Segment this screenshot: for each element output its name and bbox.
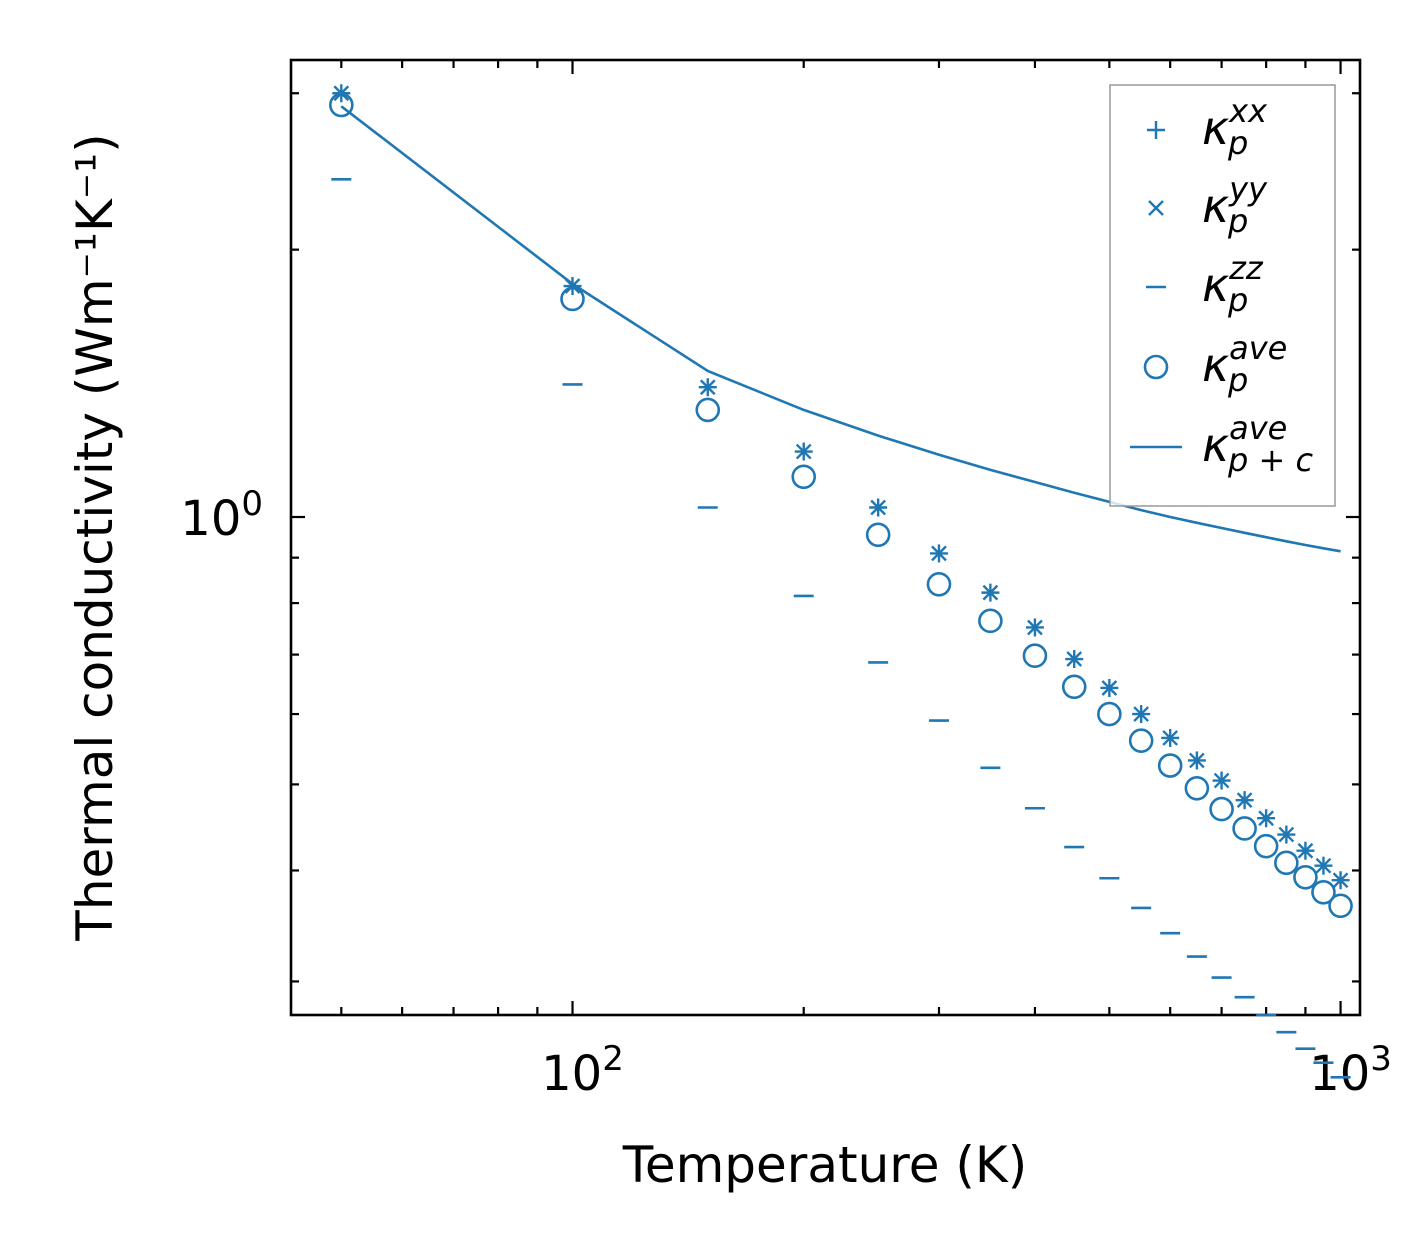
point-kyy — [795, 443, 812, 460]
legend-item-kzz: κzz p — [1146, 249, 1264, 319]
point-kave — [1232, 816, 1257, 841]
point-kyy-d2 — [564, 278, 581, 294]
point-kave — [1311, 879, 1336, 905]
point-kyy-d2 — [1027, 619, 1043, 636]
point-kave — [560, 286, 585, 312]
legend-label: κave p + c — [1202, 409, 1313, 479]
axis-ticks — [291, 60, 1360, 1015]
point-kyy-d2 — [1315, 857, 1332, 874]
legend-marker — [1147, 121, 1165, 139]
point-kave — [1022, 643, 1048, 669]
tick-label: 102 — [541, 1039, 624, 1102]
point-kyy-d2 — [1066, 651, 1083, 667]
point-kyy-d2 — [982, 584, 999, 601]
point-kave — [695, 397, 721, 423]
legend: κxx p κyy p κzz p κave p κave p + c — [1109, 84, 1336, 507]
y-axis-label: Thermal conductivity (Wm⁻¹K⁻¹) — [66, 133, 124, 941]
point-kyy-d2 — [1236, 792, 1253, 808]
point-kyy — [1315, 857, 1332, 874]
point-kave — [1184, 775, 1210, 801]
point-kyy — [1332, 872, 1349, 889]
point-kave — [1128, 728, 1154, 753]
point-kave — [926, 571, 952, 597]
legend-item-kxx: κxx p — [1147, 92, 1268, 162]
point-kyy-d2 — [1213, 772, 1230, 789]
legend-item-kave_pc: κave p + c — [1130, 409, 1313, 479]
point-kyy — [1258, 810, 1274, 827]
point-kave — [1157, 753, 1183, 778]
point-kyy-d2 — [870, 499, 887, 516]
point-kave — [329, 92, 354, 118]
point-kyy — [982, 584, 999, 601]
point-kyy — [870, 499, 887, 516]
point-kyy-d2 — [931, 545, 947, 562]
legend-box — [1109, 84, 1336, 507]
series-kyy — [333, 85, 1349, 889]
series-kave — [329, 92, 1353, 919]
point-kyy-d2 — [1101, 680, 1118, 696]
point-kyy-d2 — [795, 443, 812, 460]
point-kyy — [1101, 680, 1118, 696]
point-kyy — [1236, 792, 1253, 808]
point-kyy-d2 — [1189, 752, 1205, 769]
point-kyy-d2 — [1297, 842, 1314, 859]
data-marks — [329, 84, 1353, 1079]
legend-item-kave: κave p — [1143, 329, 1287, 399]
tick-labels: 102 103 100 — [180, 484, 1392, 1102]
legend-item-kyy: κyy p — [1148, 170, 1268, 240]
point-kyy — [1189, 752, 1205, 769]
legend-marker — [1148, 200, 1164, 216]
point-kyy-d2 — [699, 379, 716, 396]
point-kyy-d2 — [1332, 872, 1349, 889]
point-kave — [1253, 833, 1279, 859]
legend-label: κzz p — [1202, 249, 1264, 319]
point-kave — [1293, 864, 1318, 890]
legend-label: κave p — [1202, 329, 1287, 399]
point-kyy-d2 — [1258, 810, 1274, 827]
point-kyy — [1133, 706, 1149, 722]
point-kave — [1097, 701, 1122, 727]
point-kyy — [1027, 619, 1043, 636]
point-kave — [978, 608, 1003, 634]
point-kyy-d2 — [1133, 706, 1149, 722]
point-kyy — [1066, 651, 1083, 667]
series-kzz — [331, 178, 1351, 1079]
point-kave — [1061, 674, 1087, 700]
tick-label: 103 — [1309, 1039, 1392, 1102]
point-kyy — [1278, 826, 1295, 843]
tick-label: 100 — [180, 484, 263, 547]
x-axis-label: Temperature (K) — [622, 1136, 1027, 1194]
point-kyy-d2 — [1278, 826, 1295, 843]
point-kave — [865, 522, 891, 548]
point-kave — [1328, 893, 1353, 919]
legend-marker — [1143, 354, 1169, 380]
point-kyy — [1162, 730, 1179, 746]
legend-marker-d2 — [1148, 200, 1164, 216]
point-kave — [1274, 850, 1299, 876]
legend-label: κxx p — [1202, 92, 1268, 162]
point-kyy — [1297, 842, 1314, 859]
point-kave — [1209, 796, 1234, 822]
point-kave — [791, 464, 817, 490]
legend-label: κyy p — [1202, 170, 1268, 240]
plot-frame — [289, 58, 1362, 1017]
point-kyy — [1213, 772, 1230, 789]
point-kyy-d2 — [1162, 730, 1179, 746]
point-kyy — [931, 545, 947, 562]
point-kyy — [699, 379, 716, 396]
